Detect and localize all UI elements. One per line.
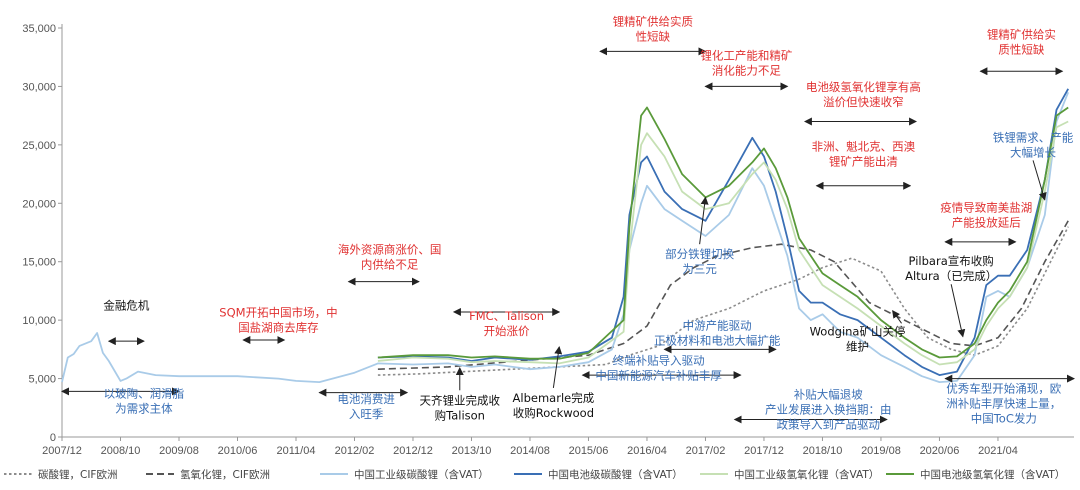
annotation-4: 电池消费进入旺季 (318, 388, 409, 421)
x-tick-label: 2008/10 (101, 445, 141, 457)
x-tick-label: 2012/02 (335, 445, 375, 457)
annotation-21: 优秀车型开始涌现，欧洲补贴丰厚快速上量，中国ToC发力 (944, 374, 1075, 426)
y-tick-label: 30,000 (22, 81, 56, 93)
annotation-9: 锂化工产能和精矿消化能力不足 (700, 49, 792, 91)
x-tick-label: 2019/08 (861, 445, 901, 457)
annotation-arrow (950, 284, 966, 338)
annotation-text: 部分铁锂切换为三元 (665, 247, 734, 276)
y-tick-label: 0 (50, 432, 56, 444)
annotation-15: 非洲、魁北克、西澳锂矿产能出清 (812, 140, 916, 190)
annotation-arrow (552, 346, 563, 389)
x-tick-label: 2015/06 (569, 445, 609, 457)
x-tick-label: 2011/04 (277, 445, 316, 457)
annotation-text: 中游产能驱动正极材料和电池大幅扩能 (654, 318, 781, 347)
annotation-text: Wodgina矿山关停维护 (810, 324, 906, 353)
annotation-17: Pilbara宣布收购 Altura（已完成） (905, 254, 997, 338)
series-layer (61, 88, 1070, 383)
annotation-3: 海外资源商涨价、国内供给不足 (338, 243, 442, 286)
legend-label-4: 中国工业级氢氧化锂（含VAT） (734, 468, 879, 481)
legend-label-5: 中国电池级氢氧化锂（含VAT） (920, 468, 1065, 481)
x-tick-label: 2017/02 (686, 445, 726, 457)
annotation-text: SQM开拓中国市场，中国盐湖商去库存 (219, 306, 337, 335)
y-tick-label: 5,000 (28, 374, 56, 386)
x-tick-label: 2016/04 (627, 445, 667, 457)
annotation-16: Wodgina矿山关停维护 (810, 309, 906, 353)
annotation-20: 铁锂需求、产能大幅增长 (993, 130, 1074, 201)
annotation-text: 锂化工产能和精矿消化能力不足 (700, 49, 792, 78)
annotation-19: 锂精矿供给实质性短缺 (979, 28, 1064, 76)
y-tick-label: 10,000 (22, 315, 56, 327)
legend-label-3: 中国电池级碳酸锂（含VAT） (548, 468, 683, 481)
x-tick-label: 2012/12 (393, 445, 433, 457)
annotation-arrow (892, 309, 902, 324)
series-line-5 (377, 106, 1069, 360)
annotation-5: 天齐锂业完成收购Talison (420, 367, 501, 422)
legend-label-2: 中国工业级碳酸锂（含VAT） (354, 468, 489, 481)
y-tick-label: 35,000 (22, 23, 56, 35)
annotation-text: 电池消费进入旺季 (337, 392, 395, 421)
annotation-10: 部分铁锂切换为三元 (665, 196, 735, 276)
annotation-text: 天齐锂业完成收购Talison (420, 393, 501, 422)
annotation-7: Albemarle完成收购Rockwood (513, 346, 595, 420)
x-tick-label: 2018/10 (803, 445, 843, 457)
annotation-6: FMC、Talison 开始涨价 (452, 307, 561, 338)
series-line-2 (61, 91, 1070, 383)
y-tick-label: 25,000 (22, 140, 56, 152)
annotation-text: 疫情导致南美盐湖产能投放延后 (940, 200, 1032, 229)
annotation-0: 金融危机 (103, 299, 150, 346)
x-tick-label: 2014/08 (510, 445, 550, 457)
annotation-11: 中游产能驱动正极材料和电池大幅扩能 (654, 318, 781, 354)
x-tick-label: 2013/10 (452, 445, 492, 457)
annotation-text: 优秀车型开始涌现，欧洲补贴丰厚快速上量，中国ToC发力 (946, 382, 1061, 426)
x-tick-label: 2020/06 (920, 445, 960, 457)
annotation-12: 终端补贴导入驱动中国新能源汽车补贴丰厚 (581, 354, 742, 383)
x-tick-label: 2009/08 (159, 445, 199, 457)
annotation-text: 补贴大幅退坡产业发展进入换挡期：由政策导入到产品驱动 (765, 387, 892, 431)
annotation-text: 电池级氢氧化锂享有高溢价但快速收窄 (806, 80, 921, 109)
annotation-text: 铁锂需求、产能大幅增长 (993, 130, 1074, 159)
annotation-text: 终端补贴导入驱动中国新能源汽车补贴丰厚 (595, 354, 722, 383)
annotation-18: 疫情导致南美盐湖产能投放延后 (940, 200, 1032, 246)
annotation-text: Albemarle完成收购Rockwood (513, 391, 595, 420)
x-axis: 2007/12 2008/10 2009/08 2010/06 2011/04 2012/… (42, 436, 1074, 457)
annotation-arrow (699, 196, 709, 245)
x-tick-label: 2021/04 (978, 445, 1018, 457)
annotation-text: 海外资源商涨价、国内供给不足 (338, 243, 442, 272)
series-line-4 (377, 120, 1069, 366)
annotation-1: 以玻陶、润滑脂为需求主体 (61, 386, 185, 415)
annotation-text: 金融危机 (103, 299, 149, 313)
legend-label-0: 碳酸锂，CIF欧洲 (38, 468, 117, 481)
y-tick-label: 20,000 (22, 198, 56, 210)
annotation-arrow (1032, 160, 1047, 201)
legend: 碳酸锂，CIF欧洲 氢氧化锂，CIF欧洲 中国工业级碳酸锂（含VAT） 中国电池级碳酸… (4, 468, 1065, 481)
annotation-text: 非洲、魁北克、西澳锂矿产能出清 (812, 140, 916, 169)
series-line-3 (377, 88, 1069, 376)
y-tick-label: 15,000 (22, 257, 56, 269)
annotation-2: SQM开拓中国市场，中国盐湖商去库存 (219, 306, 338, 345)
annotation-text: 以玻陶、润滑脂为需求主体 (104, 386, 185, 415)
annotation-13: 补贴大幅退坡产业发展进入换挡期：由政策导入到产品驱动 (733, 387, 892, 431)
series-line-1 (377, 220, 1069, 370)
y-axis: 0 5,000 10,000 15,000 20,000 25,000 30,000 35,0… (22, 23, 63, 444)
x-tick-label: 2007/12 (42, 445, 82, 457)
annotation-text: 锂精矿供给实质性短缺 (987, 28, 1056, 57)
annotation-14: 电池级氢氧化锂享有高溢价但快速收窄 (803, 80, 921, 126)
annotation-text: FMC、Talison 开始涨价 (469, 309, 544, 338)
annotation-8: 锂精矿供给实质性短缺 (599, 15, 707, 56)
annotation-text: 锂精矿供给实质性短缺 (613, 15, 694, 44)
legend-label-1: 氢氧化锂，CIF欧洲 (180, 468, 270, 481)
x-tick-label: 2010/06 (218, 445, 258, 457)
x-tick-label: 2017/12 (744, 445, 784, 457)
annotation-text: Pilbara宣布收购 Altura（已完成） (905, 254, 997, 283)
